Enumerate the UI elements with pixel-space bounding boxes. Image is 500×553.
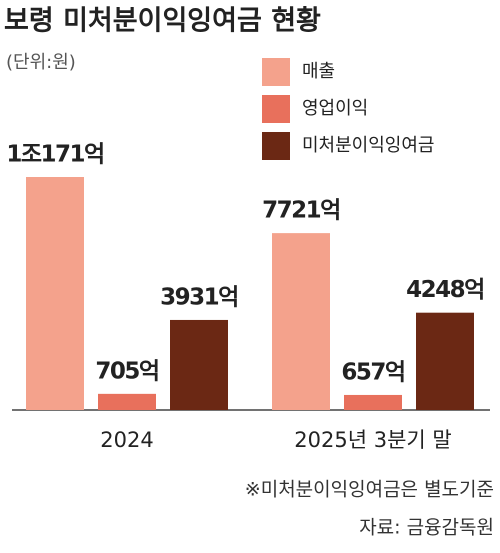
bar [170,319,228,410]
value-label: 7721억 [262,198,340,224]
bar [344,394,402,410]
bar [272,233,330,410]
x-tick-label: 2024 [100,428,153,452]
bar [416,312,474,410]
chart-subtitle: (단위:원) [6,52,76,73]
chart-title: 보령 미처분이익잉여금 현황 [4,6,321,37]
value-label: 4248억 [406,277,484,303]
bar [98,393,156,410]
value-label: 1조171억 [6,142,103,168]
legend-label: 미처분이익잉여금 [302,135,434,156]
note: ※미처분이익잉여금은 별도기준 [245,479,494,501]
value-label: 657억 [341,359,404,385]
bar [26,177,84,410]
x-tick-label: 2025년 3분기 말 [294,428,451,452]
legend-swatch [262,58,290,86]
legend-swatch [262,132,290,160]
value-label: 3931억 [160,284,238,310]
legend-swatch [262,95,290,123]
source: 자료: 금융감독원 [359,517,494,539]
value-label: 705억 [95,358,158,384]
legend-label: 매출 [302,61,335,82]
legend-label: 영업이익 [302,98,368,119]
